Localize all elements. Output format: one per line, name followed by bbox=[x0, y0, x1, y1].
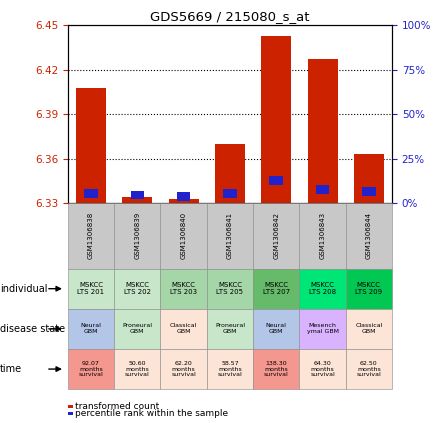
Bar bbox=[131, 191, 144, 200]
Text: MSKCC
LTS 205: MSKCC LTS 205 bbox=[216, 282, 244, 295]
Text: Proneural
GBM: Proneural GBM bbox=[215, 324, 245, 334]
Text: GSM1306844: GSM1306844 bbox=[366, 212, 372, 259]
Text: GSM1306841: GSM1306841 bbox=[227, 212, 233, 259]
Text: Proneural
GBM: Proneural GBM bbox=[122, 324, 152, 334]
Text: Classical
GBM: Classical GBM bbox=[355, 324, 382, 334]
Text: 92.07
months
survival: 92.07 months survival bbox=[79, 361, 103, 377]
Title: GDS5669 / 215080_s_at: GDS5669 / 215080_s_at bbox=[150, 10, 310, 23]
Text: MSKCC
LTS 207: MSKCC LTS 207 bbox=[263, 282, 290, 295]
Text: individual: individual bbox=[0, 284, 47, 294]
Text: Neural
GBM: Neural GBM bbox=[266, 324, 287, 334]
Text: MSKCC
LTS 201: MSKCC LTS 201 bbox=[78, 282, 105, 295]
Text: disease state: disease state bbox=[0, 324, 65, 334]
Text: 62.20
months
survival: 62.20 months survival bbox=[171, 361, 196, 377]
Text: 62.50
months
survival: 62.50 months survival bbox=[357, 361, 381, 377]
Bar bbox=[307, 60, 338, 203]
Bar bbox=[169, 199, 199, 203]
Text: Classical
GBM: Classical GBM bbox=[170, 324, 198, 334]
Bar bbox=[354, 154, 384, 203]
Bar bbox=[316, 185, 329, 194]
Bar bbox=[177, 192, 191, 201]
Text: MSKCC
LTS 203: MSKCC LTS 203 bbox=[170, 282, 197, 295]
Text: 58.57
months
survival: 58.57 months survival bbox=[218, 361, 242, 377]
Bar bbox=[84, 189, 98, 198]
Text: GSM1306839: GSM1306839 bbox=[134, 212, 140, 259]
Bar bbox=[223, 189, 237, 198]
Text: 50.60
months
survival: 50.60 months survival bbox=[125, 361, 150, 377]
Bar bbox=[269, 176, 283, 185]
Bar bbox=[215, 144, 245, 203]
Text: GSM1306842: GSM1306842 bbox=[273, 212, 279, 259]
Text: Mesench
ymal GBM: Mesench ymal GBM bbox=[307, 324, 339, 334]
Text: MSKCC
LTS 208: MSKCC LTS 208 bbox=[309, 282, 336, 295]
Text: percentile rank within the sample: percentile rank within the sample bbox=[75, 409, 229, 418]
Text: GSM1306838: GSM1306838 bbox=[88, 212, 94, 259]
Text: transformed count: transformed count bbox=[75, 402, 159, 411]
Text: 138.30
months
survival: 138.30 months survival bbox=[264, 361, 289, 377]
Text: MSKCC
LTS 202: MSKCC LTS 202 bbox=[124, 282, 151, 295]
Bar bbox=[122, 197, 152, 203]
Text: Neural
GBM: Neural GBM bbox=[81, 324, 102, 334]
Text: time: time bbox=[0, 364, 22, 374]
Bar bbox=[261, 36, 291, 203]
Text: 64.30
months
survival: 64.30 months survival bbox=[310, 361, 335, 377]
Text: MSKCC
LTS 209: MSKCC LTS 209 bbox=[355, 282, 382, 295]
Text: GSM1306843: GSM1306843 bbox=[320, 212, 325, 259]
Bar bbox=[76, 88, 106, 203]
Text: GSM1306840: GSM1306840 bbox=[180, 212, 187, 259]
Bar bbox=[362, 187, 376, 196]
